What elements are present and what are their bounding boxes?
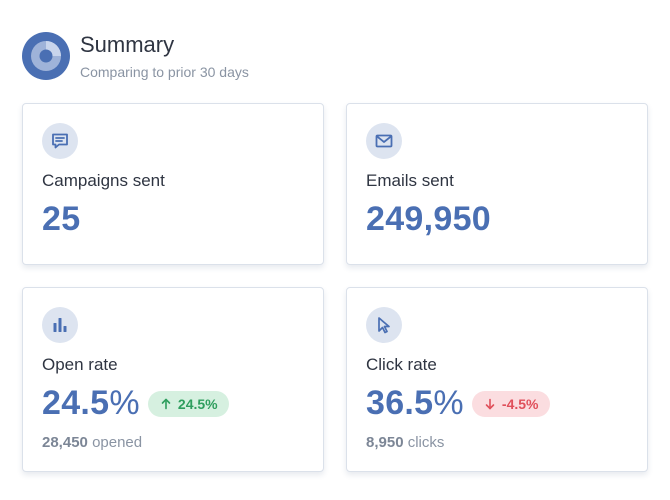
campaigns-sent-card: Campaigns sent 25 xyxy=(22,103,324,265)
change-badge-up: 24.5% xyxy=(147,390,229,417)
click-rate-card: Click rate 36.5% -4.5% 8,950 clicks xyxy=(346,287,648,472)
value-unit: % xyxy=(433,384,464,422)
card-label: Open rate xyxy=(42,355,118,374)
arrow-down-icon xyxy=(484,398,496,410)
card-value: 25 xyxy=(42,200,81,238)
card-subtext: 8,950 clicks xyxy=(366,434,444,451)
card-label: Emails sent xyxy=(366,171,454,190)
page-title: Summary xyxy=(80,32,175,57)
open-rate-card: Open rate 24.5% 24.5% 28,450 opened xyxy=(22,287,324,472)
envelope-icon xyxy=(366,123,402,159)
arrow-up-icon xyxy=(160,398,172,410)
sub-label: opened xyxy=(92,434,143,451)
value-number: 24.5 xyxy=(42,384,110,422)
value-number: 36.5 xyxy=(366,384,434,422)
sub-count: 8,950 xyxy=(366,434,404,451)
card-subtext: 28,450 opened xyxy=(42,434,142,451)
cursor-icon xyxy=(366,307,402,343)
change-value: -4.5% xyxy=(501,395,539,412)
page-subtitle: Comparing to prior 30 days xyxy=(80,64,249,80)
change-badge-down: -4.5% xyxy=(471,390,550,417)
card-label: Campaigns sent xyxy=(42,171,165,190)
sub-count: 28,450 xyxy=(42,434,88,451)
emails-sent-card: Emails sent 249,950 xyxy=(346,103,648,265)
summary-header: Summary Comparing to prior 30 days xyxy=(22,32,249,80)
change-value: 24.5% xyxy=(177,395,218,412)
card-label: Click rate xyxy=(366,355,437,374)
value-unit: % xyxy=(109,384,140,422)
pie-chart-logo-icon xyxy=(22,32,70,80)
card-value: 24.5% xyxy=(42,384,140,423)
message-icon xyxy=(42,123,78,159)
sub-label: clicks xyxy=(407,434,445,451)
card-value: 249,950 xyxy=(366,200,492,238)
card-value: 36.5% xyxy=(366,384,464,423)
bar-chart-icon xyxy=(42,307,78,343)
